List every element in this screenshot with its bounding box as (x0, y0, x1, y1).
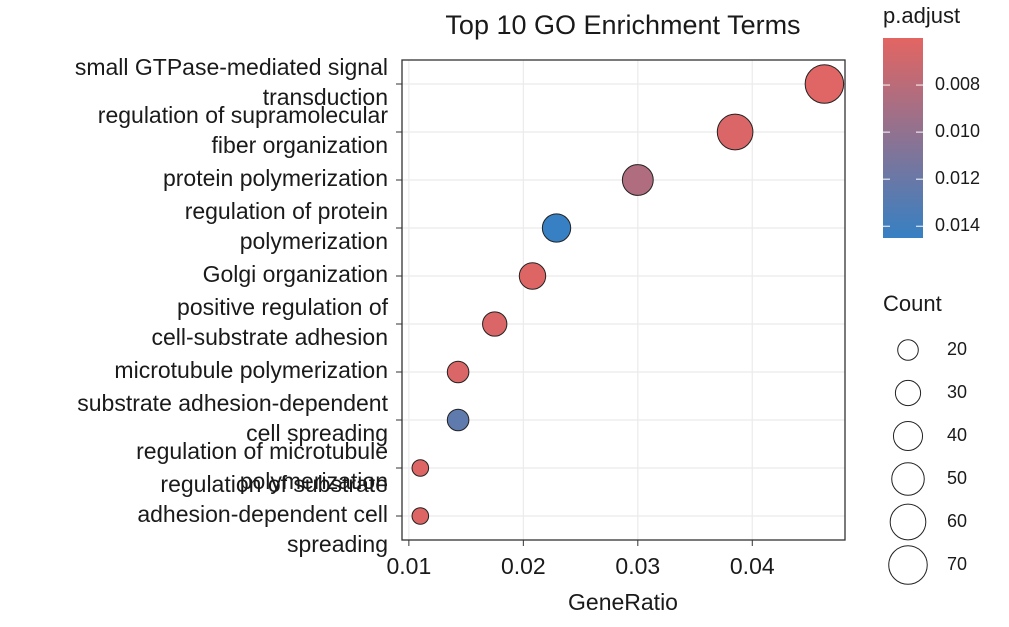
x-tick-label: 0.01 (386, 553, 431, 579)
color-tick-label: 0.008 (935, 74, 980, 94)
y-tick-label: regulation of substrate adhesion-dependen… (137, 471, 388, 557)
point (621, 164, 654, 196)
size-legend-title: Count (883, 291, 942, 316)
point (446, 408, 470, 432)
point (541, 213, 572, 243)
size-key (888, 545, 928, 585)
x-tick-label: 0.04 (730, 553, 775, 579)
size-key (897, 339, 919, 361)
point (411, 459, 430, 477)
color-tick-label: 0.010 (935, 121, 980, 141)
color-tick-label: 0.012 (935, 168, 980, 188)
y-tick-label: substrate adhesion-dependent cell spreadi… (77, 390, 388, 446)
size-key (894, 379, 922, 407)
chart-title: Top 10 GO Enrichment Terms (445, 10, 800, 40)
y-tick-label: small GTPase-mediated signal transduction (75, 54, 388, 110)
y-tick-label: Golgi organization (203, 261, 388, 287)
point (411, 507, 430, 525)
size-key-label: 60 (947, 511, 967, 531)
point (518, 262, 547, 290)
y-tick-label: regulation of supramolecular fiber organi… (98, 102, 389, 158)
size-key-label: 20 (947, 339, 967, 359)
plot-panel (402, 60, 845, 540)
size-key-label: 30 (947, 382, 967, 402)
x-axis-label: GeneRatio (568, 589, 678, 615)
size-key-label: 40 (947, 425, 967, 445)
y-tick-label: microtubule polymerization (114, 357, 388, 383)
point (804, 64, 845, 104)
y-tick-label: regulation of protein polymerization (185, 198, 388, 254)
size-key (892, 420, 924, 452)
point (482, 311, 508, 337)
point (446, 360, 470, 384)
size-key-label: 50 (947, 468, 967, 488)
size-key-label: 70 (947, 554, 967, 574)
point (716, 113, 754, 151)
y-tick-label: protein polymerization (163, 165, 388, 191)
color-bar (883, 38, 923, 238)
color-legend-title: p.adjust (883, 3, 960, 28)
y-tick-label: regulation of microtubule polymerization (136, 438, 388, 494)
color-tick-label: 0.014 (935, 215, 980, 235)
y-tick-label: positive regulation of cell-substrate adh… (151, 294, 388, 350)
size-key (889, 503, 927, 541)
plot-border (401, 59, 846, 541)
x-tick-label: 0.03 (615, 553, 660, 579)
x-tick-label: 0.02 (501, 553, 546, 579)
size-key (891, 462, 925, 496)
